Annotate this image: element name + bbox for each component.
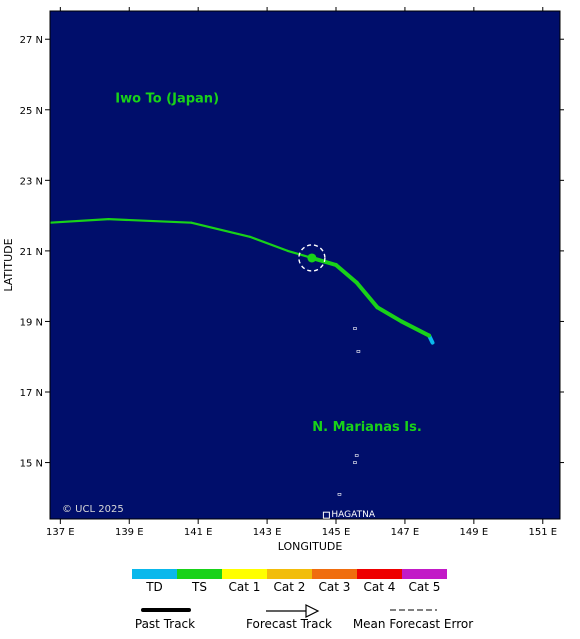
scale-label: Cat 2 xyxy=(274,580,306,594)
island-shape xyxy=(354,454,359,457)
place-label: Iwo To (Japan) xyxy=(115,92,219,107)
track-segment-ts xyxy=(334,263,359,285)
track-segment-ts xyxy=(354,280,380,310)
scale-label: Cat 3 xyxy=(319,580,351,594)
island-shape xyxy=(353,461,357,464)
islands-layer xyxy=(337,327,361,496)
lat-tick-label: 17 N xyxy=(20,388,43,399)
scale-swatch xyxy=(312,569,357,579)
lon-tick-label: 151 E xyxy=(528,527,557,538)
lon-tick-label: 147 E xyxy=(391,527,420,538)
scale-swatch xyxy=(402,569,447,579)
intensity-scale-legend: TD TS Cat 1 Cat 2 Cat 3 Cat 4 Cat 5 xyxy=(132,569,447,594)
past-track-label: Past Track xyxy=(135,617,195,631)
city-marker-icon xyxy=(322,511,330,519)
scale-swatch xyxy=(177,569,222,579)
ocean-background xyxy=(50,11,560,519)
city-marker: HAGATNA xyxy=(322,510,376,520)
island-shape xyxy=(337,493,342,496)
lon-tick-label: 149 E xyxy=(460,527,489,538)
scale-label: Cat 5 xyxy=(409,580,441,594)
track-segment-ts xyxy=(399,319,432,338)
island-shape xyxy=(356,350,361,353)
mean-forecast-error-label: Mean Forecast Error xyxy=(353,617,473,631)
place-label: N. Marianas Is. xyxy=(312,420,422,435)
scale-label: Cat 1 xyxy=(229,580,261,594)
forecast-error-circle xyxy=(298,244,326,272)
lat-tick-label: 27 N xyxy=(20,35,43,46)
lon-tick-label: 145 E xyxy=(322,527,351,538)
track-segment-ts xyxy=(190,221,251,238)
lon-tick-label: 143 E xyxy=(253,527,282,538)
track-segment-ts xyxy=(375,305,404,324)
copyright-label: © UCL 2025 xyxy=(62,504,124,515)
forecast-track-label: Forecast Track xyxy=(246,617,332,631)
lat-tick-label: 21 N xyxy=(20,247,43,258)
island-shape xyxy=(353,327,357,330)
scale-label: TD xyxy=(145,580,163,594)
current-position-marker xyxy=(307,253,317,263)
y-axis-title: LATITUDE xyxy=(2,238,15,291)
scale-swatch xyxy=(222,569,267,579)
map-frame xyxy=(49,10,561,520)
lat-tick-label: 15 N xyxy=(20,459,43,470)
lat-tick-label: 19 N xyxy=(20,317,43,328)
track-segment-ts xyxy=(50,218,110,224)
lon-tick-label: 137 E xyxy=(46,527,75,538)
map-plot-layer xyxy=(50,218,435,496)
city-label: HAGATNA xyxy=(331,510,375,520)
x-axis-title: LONGITUDE xyxy=(278,540,343,553)
lon-tick-label: 139 E xyxy=(115,527,144,538)
lat-tick-label: 23 N xyxy=(20,176,43,187)
scale-label: TS xyxy=(191,580,207,594)
scale-swatch xyxy=(267,569,312,579)
longitude-axis: 137 E 139 E 141 E 143 E 145 E 147 E 149 E 151 E xyxy=(46,7,557,538)
latitude-axis: 15 N 17 N 19 N 21 N 23 N 25 N 27 N xyxy=(20,35,564,470)
lon-tick-label: 141 E xyxy=(184,527,213,538)
line-style-legend: Past Track Forecast Track Mean Forecast … xyxy=(135,604,473,631)
scale-swatch xyxy=(357,569,402,579)
place-labels: Iwo To (Japan) N. Marianas Is. xyxy=(115,92,421,435)
current-position-layer xyxy=(298,244,326,272)
forecast-arrow-icon xyxy=(305,604,320,618)
track-segment-ts xyxy=(107,218,193,224)
scale-swatch xyxy=(132,569,177,579)
track-segment-ts xyxy=(248,235,289,252)
lat-tick-label: 25 N xyxy=(20,106,43,117)
scale-label: Cat 4 xyxy=(364,580,396,594)
